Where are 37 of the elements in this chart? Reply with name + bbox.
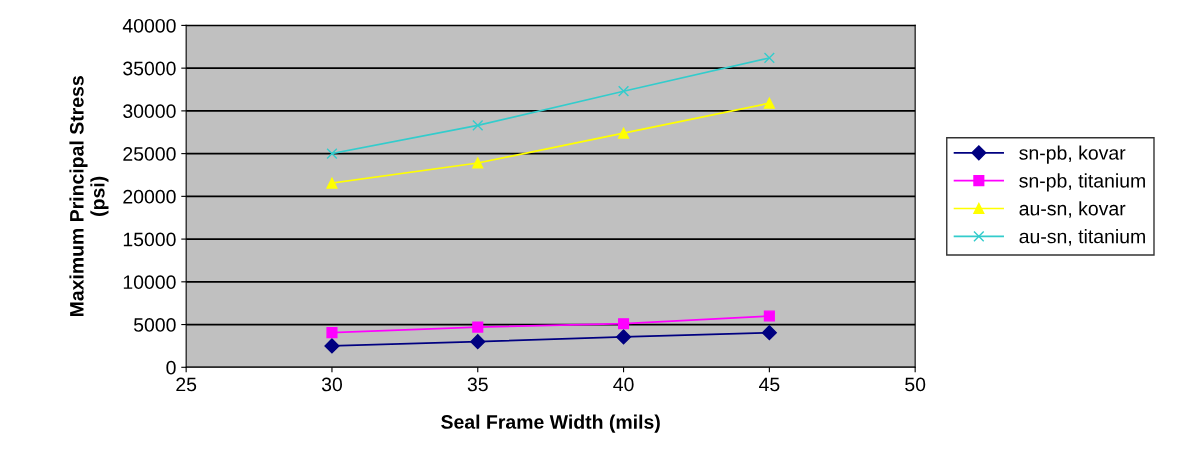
legend-label: sn-pb, titanium [1019, 173, 1145, 192]
y-axis-title: Maximum Principal Stress (psi) [69, 76, 109, 317]
point [470, 334, 486, 350]
point [763, 97, 775, 109]
y-tick-label: 35000 [123, 61, 176, 76]
point [618, 318, 630, 330]
legend-label: au-sn, kovar [1019, 201, 1126, 218]
point [472, 321, 484, 333]
legend-label: sn-pb, kovar [1019, 145, 1126, 164]
y-tick-label: 0 [166, 360, 176, 375]
y-tick-label: 40000 [122, 18, 176, 33]
point [326, 177, 338, 189]
point [763, 310, 775, 322]
point [761, 325, 777, 341]
point [615, 329, 632, 345]
x-tick-label: 40 [613, 377, 634, 392]
x-tick-label: 30 [321, 377, 343, 392]
y-tick-label: 10000 [123, 275, 176, 290]
x-tick-label: 35 [467, 377, 488, 392]
y-tick-label: 5000 [133, 318, 176, 332]
y-tick-label: 20000 [123, 189, 176, 204]
y-tick-label: 25000 [123, 147, 176, 161]
point [763, 52, 775, 64]
x-tick-label: 25 [176, 377, 197, 392]
y-tick-label: 15000 [123, 232, 176, 247]
y-tick-label: 30000 [123, 104, 176, 119]
point [618, 85, 630, 97]
point [326, 327, 338, 339]
x-axis-title: Seal Frame Width (mils) [441, 414, 660, 433]
x-tick-label: 45 [758, 377, 780, 392]
point [472, 119, 484, 131]
point [618, 127, 630, 139]
point [326, 148, 338, 160]
x-tick-label: 50 [905, 377, 926, 392]
legend-label: au-sn, titanium [1019, 229, 1145, 246]
point [324, 338, 340, 354]
point [472, 157, 484, 169]
